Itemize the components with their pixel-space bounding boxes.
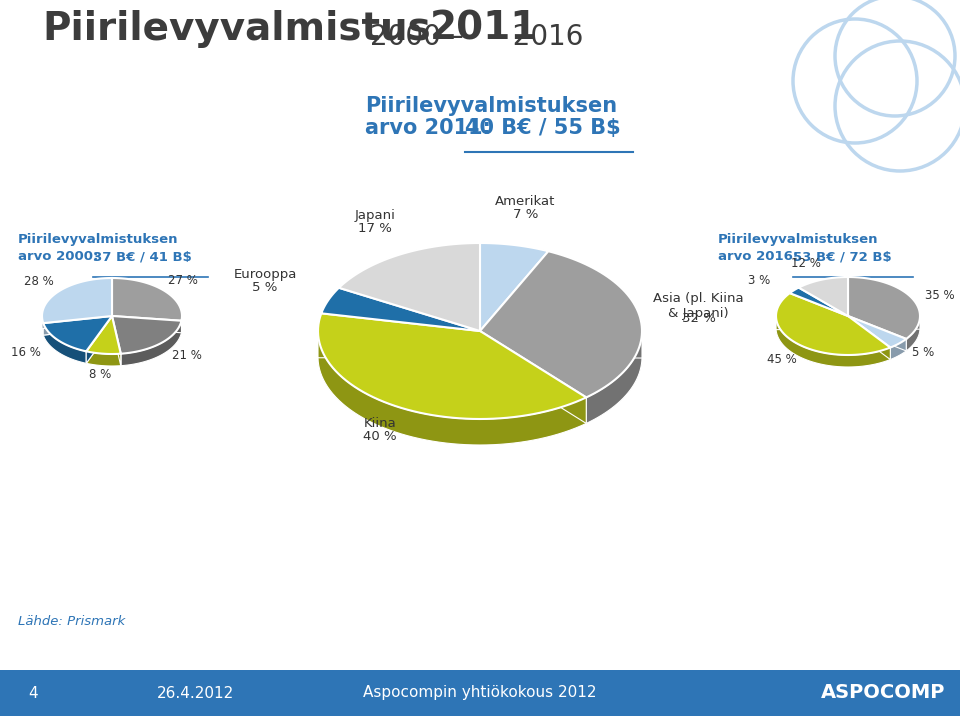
Polygon shape (480, 331, 642, 358)
Text: ASPOCOMP: ASPOCOMP (821, 684, 945, 702)
Text: Asia (pl. Kiina
& Japani): Asia (pl. Kiina & Japani) (653, 291, 744, 319)
Text: Kiina: Kiina (364, 417, 396, 430)
Polygon shape (112, 316, 121, 366)
Polygon shape (318, 331, 480, 358)
Text: 26.4.2012: 26.4.2012 (156, 685, 233, 700)
Polygon shape (322, 288, 480, 331)
Text: Amerikat: Amerikat (495, 195, 556, 208)
Text: Aspocompin yhtiökokous 2012: Aspocompin yhtiökokous 2012 (363, 685, 597, 700)
Polygon shape (112, 316, 181, 333)
Polygon shape (86, 352, 121, 366)
Text: arvo 2011:: arvo 2011: (365, 118, 498, 138)
Polygon shape (848, 316, 906, 351)
Polygon shape (480, 331, 587, 423)
Text: 5 %: 5 % (252, 281, 277, 294)
Polygon shape (42, 316, 43, 335)
Text: 35 %: 35 % (924, 289, 954, 301)
Polygon shape (112, 316, 181, 333)
Polygon shape (86, 316, 112, 363)
Polygon shape (42, 278, 112, 323)
Text: 40 %: 40 % (364, 430, 397, 443)
Polygon shape (112, 316, 121, 366)
Polygon shape (480, 243, 548, 331)
Text: – 2016: – 2016 (490, 23, 584, 51)
Polygon shape (112, 316, 181, 354)
Polygon shape (42, 316, 112, 329)
Polygon shape (480, 251, 642, 397)
Polygon shape (890, 339, 906, 359)
Text: arvo 2000:: arvo 2000: (18, 250, 103, 263)
Polygon shape (112, 316, 182, 329)
Polygon shape (43, 323, 86, 363)
Polygon shape (339, 243, 480, 331)
Polygon shape (848, 316, 890, 359)
Polygon shape (318, 314, 587, 419)
Text: 40 B€ / 55 B$: 40 B€ / 55 B$ (465, 118, 620, 138)
Text: 45 %: 45 % (767, 354, 797, 367)
Polygon shape (587, 332, 642, 423)
Polygon shape (112, 278, 182, 321)
Polygon shape (480, 331, 587, 423)
Polygon shape (43, 316, 112, 352)
Polygon shape (121, 321, 181, 366)
Text: 4: 4 (28, 685, 37, 700)
Text: Piirilevyvalmistuksen: Piirilevyvalmistuksen (18, 233, 179, 246)
Text: 17 %: 17 % (358, 222, 393, 236)
Polygon shape (790, 288, 848, 316)
Text: Japani: Japani (355, 209, 396, 222)
Polygon shape (848, 316, 920, 329)
Polygon shape (848, 316, 906, 347)
Text: 2000 –: 2000 – (370, 23, 464, 51)
Text: Piirilevyvalmistuksen: Piirilevyvalmistuksen (365, 96, 617, 116)
Text: 28 %: 28 % (24, 275, 54, 288)
Text: 12 %: 12 % (791, 258, 822, 271)
Text: 7 %: 7 % (513, 208, 539, 221)
Polygon shape (86, 316, 121, 354)
Text: 37 B€ / 41 B$: 37 B€ / 41 B$ (93, 250, 192, 263)
Bar (0, 670, 960, 716)
Polygon shape (776, 318, 890, 367)
Polygon shape (776, 293, 890, 355)
Text: 53 B€ / 72 B$: 53 B€ / 72 B$ (793, 250, 892, 263)
Polygon shape (43, 316, 112, 335)
Text: arvo 2016:: arvo 2016: (718, 250, 803, 263)
Polygon shape (776, 316, 848, 329)
Text: Eurooppa: Eurooppa (233, 268, 297, 281)
Text: 8 %: 8 % (89, 369, 111, 382)
Text: 27 %: 27 % (168, 274, 198, 286)
Polygon shape (86, 316, 112, 363)
Text: 2011: 2011 (430, 10, 539, 48)
Polygon shape (848, 316, 890, 359)
Polygon shape (906, 317, 920, 351)
Text: 5 %: 5 % (912, 346, 934, 359)
Text: 21 %: 21 % (172, 349, 202, 362)
Polygon shape (43, 316, 112, 335)
Text: Piirilevyvalmistus: Piirilevyvalmistus (42, 10, 431, 48)
Polygon shape (799, 277, 848, 316)
Text: Piirilevyvalmistuksen: Piirilevyvalmistuksen (718, 233, 878, 246)
Polygon shape (318, 332, 587, 445)
Text: 3 %: 3 % (748, 274, 770, 287)
Text: 16 %: 16 % (11, 346, 40, 359)
Polygon shape (848, 316, 906, 351)
Polygon shape (848, 277, 920, 339)
Text: 32 %: 32 % (682, 312, 715, 325)
Text: Lähde: Prismark: Lähde: Prismark (18, 615, 125, 628)
